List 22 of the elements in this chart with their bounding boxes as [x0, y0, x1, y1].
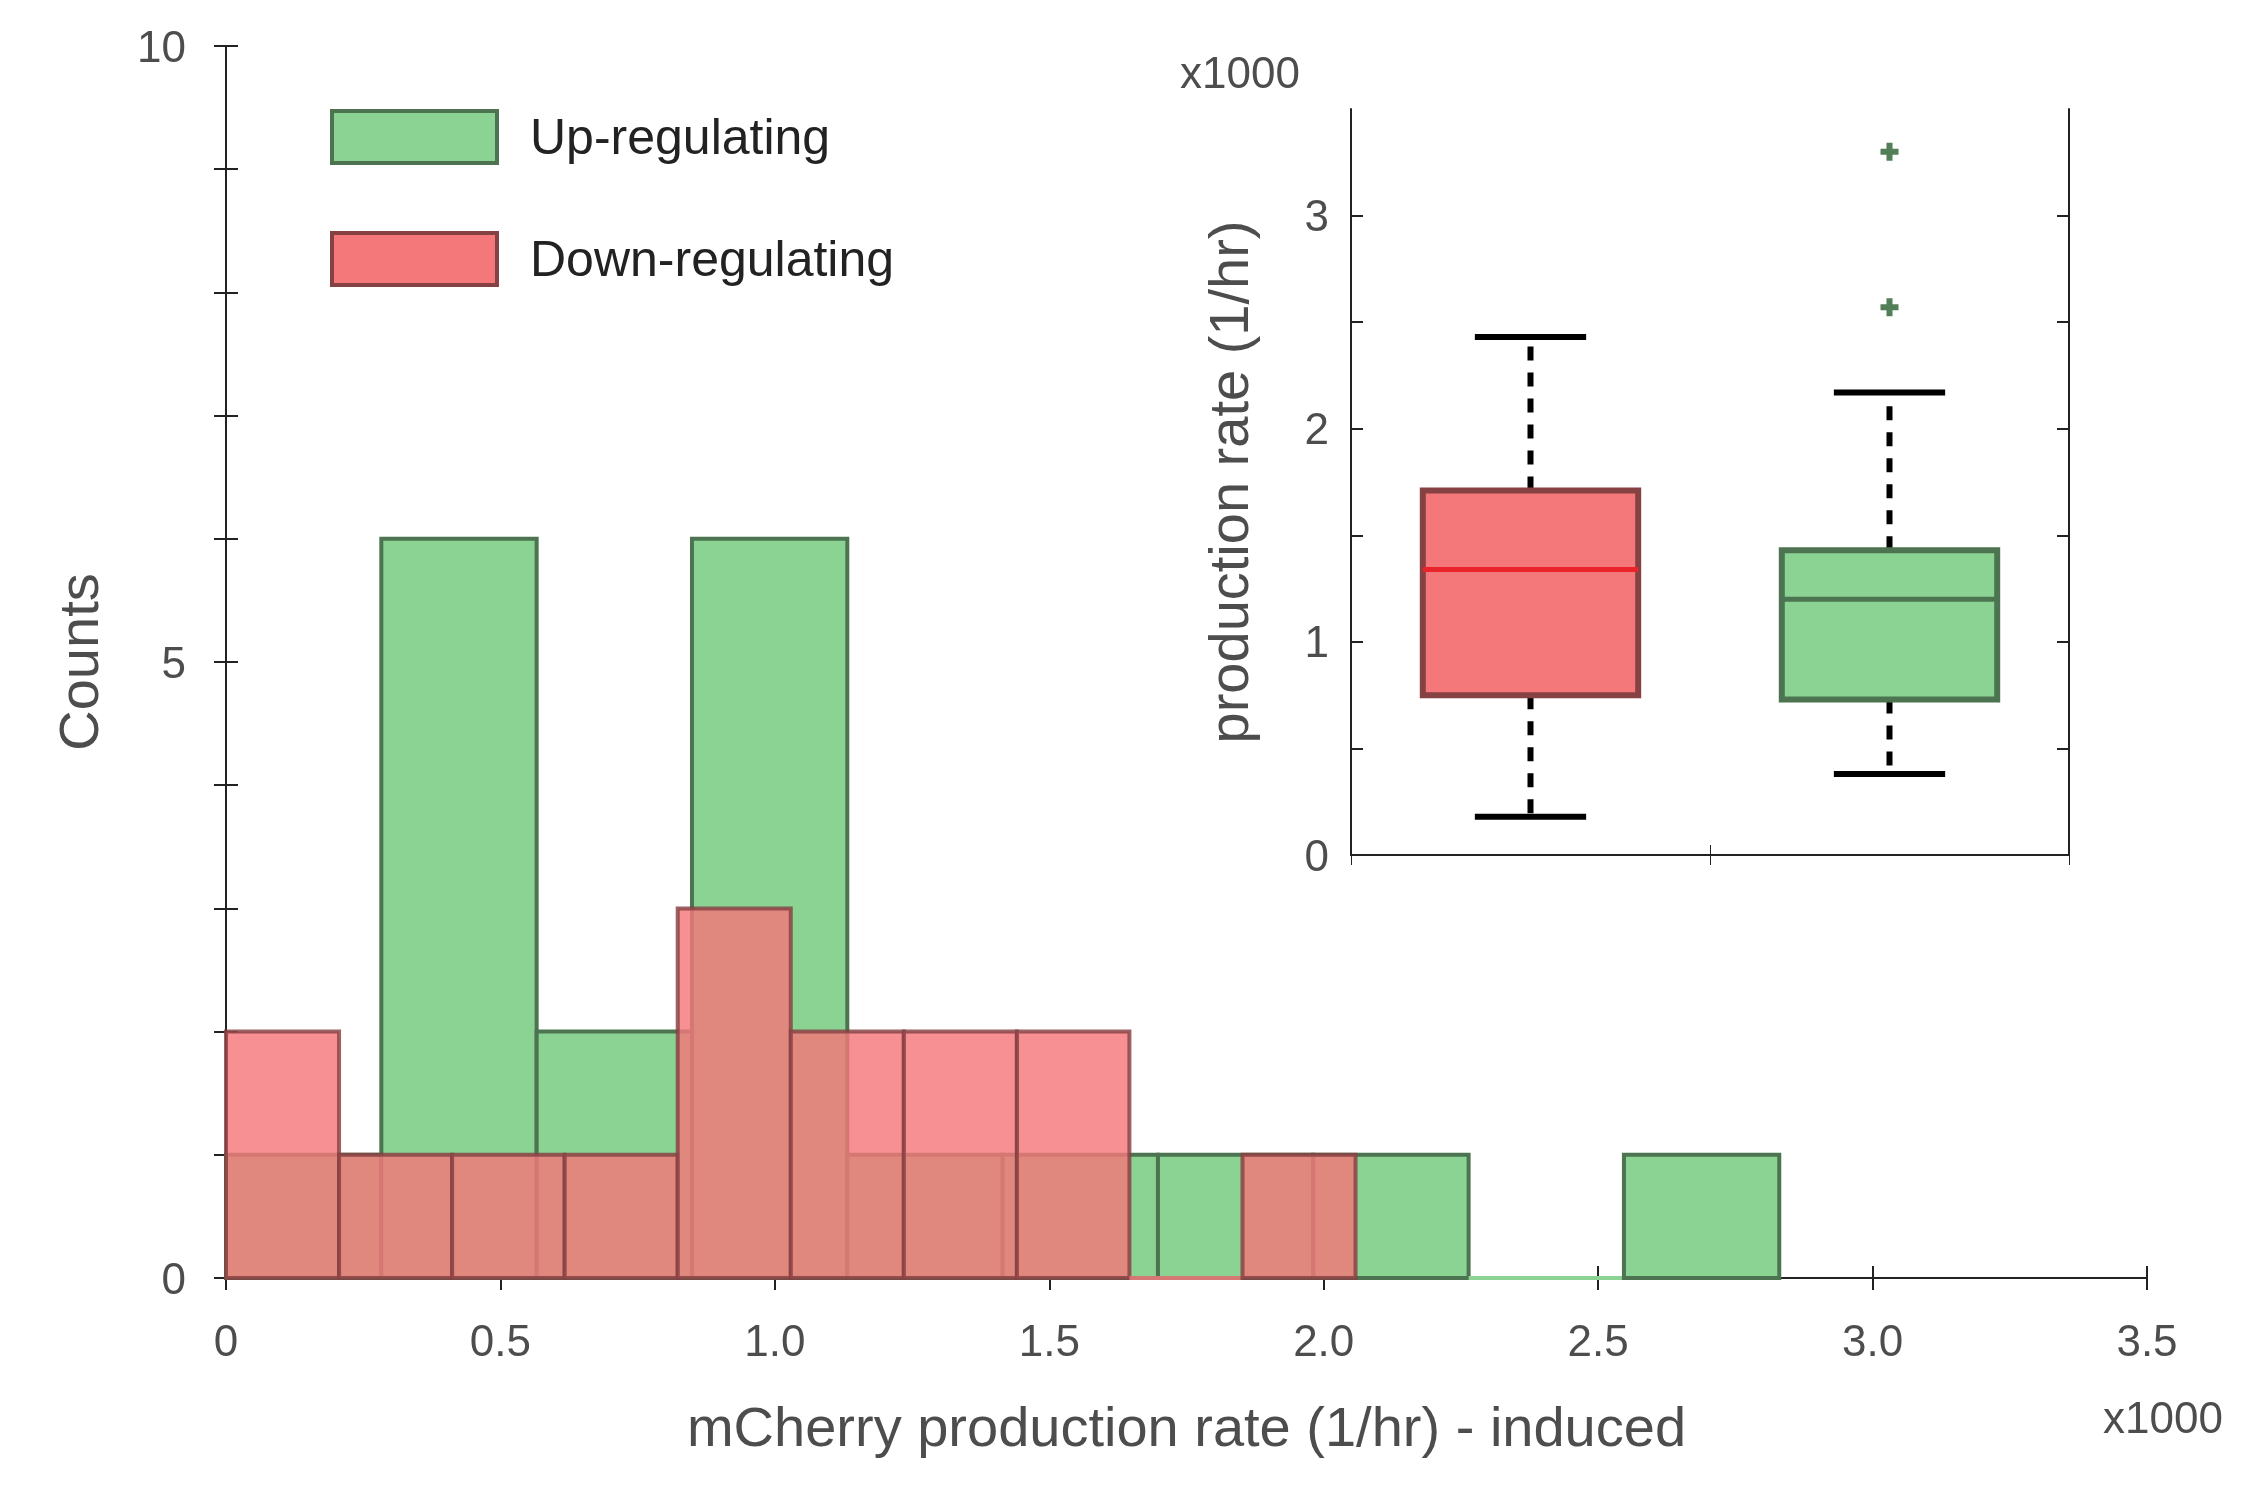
y-tick-label: 10 [137, 21, 186, 71]
x-tick-label: 2.5 [1567, 1315, 1629, 1365]
x-tick-label: 3.0 [1841, 1315, 1904, 1365]
x-tick-label: 1.5 [1018, 1315, 1080, 1365]
x-axis-title: mCherry production rate (1/hr) - induced [686, 1394, 1687, 1458]
y-axis-title: Counts [46, 573, 110, 751]
x-tick-label: 1.0 [744, 1315, 806, 1365]
x-tick-label: 0 [213, 1315, 239, 1365]
y-tick-label: 3 [1304, 191, 1329, 241]
y-axis-title: production rate (1/hr) [1196, 220, 1260, 744]
x-tick-label: 0.5 [469, 1315, 532, 1365]
y-tick-label: 0 [161, 1253, 186, 1303]
x-tick-label: 3.5 [2116, 1315, 2178, 1365]
y-tick-label: 1 [1304, 617, 1329, 667]
annotation: x1000 [1180, 47, 1300, 97]
y-tick-label: 0 [1304, 830, 1329, 880]
y-tick-label: 5 [161, 637, 186, 687]
legend-label: Down-regulating [530, 231, 895, 287]
x-tick-label: 2.0 [1293, 1315, 1355, 1365]
y-tick-label: 2 [1304, 404, 1329, 454]
text: x1000 [2103, 1392, 2224, 1442]
legend-label: Up-regulating [530, 109, 831, 165]
